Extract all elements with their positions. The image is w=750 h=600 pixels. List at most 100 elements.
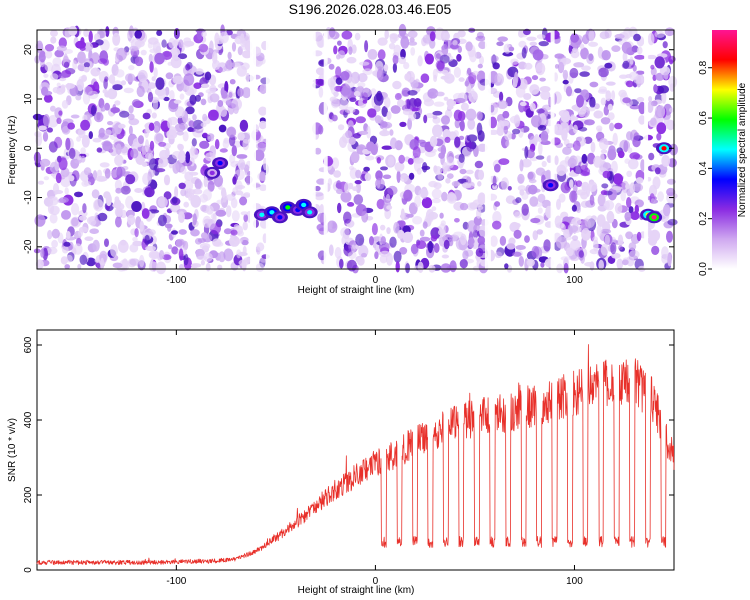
noise-blob [115,69,125,78]
noise-blob [183,179,194,192]
noise-blob [104,168,111,179]
noise-blob [497,100,508,109]
noise-blob [393,44,402,56]
noise-blob [521,158,532,168]
noise-blob [605,81,616,86]
noise-blob [357,82,366,88]
noise-blob [513,229,522,239]
noise-blob [620,189,626,202]
feature-core [307,210,313,215]
noise-blob [125,73,136,83]
noise-blob [505,140,510,147]
noise-blob [412,215,423,225]
noise-blob [417,139,426,144]
noise-blob [529,84,540,95]
noise-blob [417,55,423,67]
noise-blob [543,239,551,252]
noise-blob [497,72,502,83]
noise-blob [422,221,428,229]
noise-blob [497,36,509,42]
noise-blob [338,50,346,59]
noise-blob [200,259,205,266]
noise-blob [340,191,352,203]
noise-blob [467,118,476,130]
noise-blob [492,211,502,224]
noise-blob [381,106,388,117]
noise-blob [604,234,610,246]
noise-blob [458,77,465,82]
noise-blob [424,150,436,158]
noise-blob [502,110,510,119]
noise-blob [428,180,438,188]
noise-blob [562,146,572,155]
noise-blob [212,59,221,71]
noise-blob [380,121,388,128]
noise-blob [169,90,175,101]
noise-blob [424,53,434,65]
noise-blob [490,235,498,247]
noise-blob [571,235,579,241]
noise-blob [199,193,208,203]
noise-blob [397,32,409,39]
noise-blob [663,204,671,217]
noise-blob [519,159,524,172]
noise-blob [127,113,135,121]
noise-blob [431,206,437,212]
noise-blob [83,86,93,95]
noise-blob [98,58,108,65]
noise-blob [667,158,677,168]
noise-blob [603,105,609,116]
noise-blob [50,36,57,44]
noise-blob [465,41,473,52]
noise-blob [611,252,621,259]
noise-blob [569,67,579,79]
noise-blob [658,85,670,94]
noise-blob [58,37,67,48]
noise-blob [200,98,207,106]
noise-blob [501,177,509,191]
noise-blob [314,147,322,155]
noise-blob [514,211,522,219]
noise-blob [377,49,386,61]
noise-blob [111,169,118,179]
noise-blob [616,258,624,270]
noise-blob [354,180,362,185]
noise-blob [56,82,61,88]
noise-blob [474,160,484,169]
noise-blob [180,166,187,174]
noise-blob [330,97,340,109]
noise-blob [447,105,454,110]
noise-blob [514,71,519,85]
noise-blob [65,137,71,151]
noise-blob [204,71,212,81]
noise-blob [179,264,184,270]
noise-blob [577,108,587,115]
noise-blob [190,229,200,237]
noise-blob [214,32,220,45]
noise-blob [221,90,228,99]
noise-blob [165,179,170,185]
noise-blob [563,262,569,274]
noise-blob [515,85,526,98]
noise-blob [128,25,134,38]
y-tick-label: 20 [23,44,34,56]
noise-blob [410,80,419,89]
noise-blob [625,80,634,88]
noise-blob [490,55,499,62]
noise-blob [455,97,466,104]
noise-blob [225,59,236,70]
noise-blob [388,43,396,50]
noise-blob [393,250,402,263]
noise-blob [469,49,477,63]
noise-blob [54,49,64,58]
noise-blob [457,45,462,54]
noise-blob [626,197,632,208]
noise-blob [532,230,539,241]
noise-blob [580,218,592,231]
noise-blob [49,161,59,174]
noise-blob [134,30,142,39]
noise-blob [188,120,195,128]
noise-blob [535,62,546,76]
noise-blob [386,111,392,121]
